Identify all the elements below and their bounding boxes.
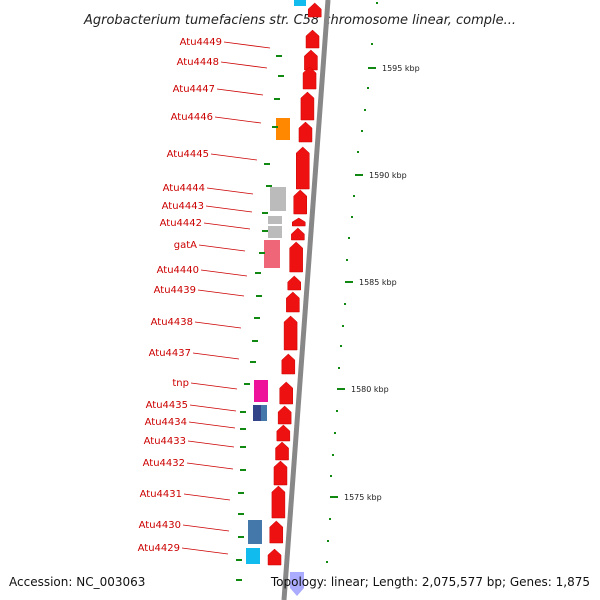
gene-arrow-16: [279, 381, 293, 405]
cyan-feature: [246, 548, 260, 564]
gene-arrow-8: [293, 189, 307, 215]
gene-connector-10: [200, 269, 248, 277]
gray-feature-2: [268, 216, 282, 224]
gray-feature-1: [270, 187, 286, 211]
gene-label-atu4430: Atu4430: [139, 520, 181, 531]
gray-feature-3: [268, 226, 282, 238]
gene-arrow-14: [283, 315, 298, 351]
gene-arrow-17: [277, 405, 292, 425]
minor-tick-group: [236, 55, 284, 581]
gene-connector-5: [210, 153, 258, 161]
gene-arrow-6: [298, 121, 313, 143]
gene-arrow-13: [286, 291, 300, 313]
gene-connector-4: [214, 116, 262, 124]
ruler-label-5: 1575 kbp: [344, 493, 382, 502]
gene-connector-1: [223, 41, 271, 49]
gene-label-atu4437: Atu4437: [149, 348, 191, 359]
ruler: 1595 kbp 1590 kbp 1585 kbp 1580 kbp 1575 kbp: [326, 2, 420, 563]
gene-arrow-11: [289, 241, 303, 273]
gene-arrow-7: [296, 146, 310, 190]
gene-label-atu4443: Atu4443: [162, 201, 204, 212]
gene-connector-17: [187, 440, 235, 448]
gene-label-atu4431: Atu4431: [140, 489, 182, 500]
gene-arrow-9: [292, 217, 306, 227]
gene-label-atu4444: Atu4444: [163, 183, 205, 194]
gene-arrow-18: [276, 424, 291, 442]
ruler-label-4: 1580 kbp: [351, 385, 389, 394]
gene-label-atu4438: Atu4438: [151, 317, 193, 328]
gene-label-tnp: tnp: [172, 378, 189, 389]
gene-label-atu4442: Atu4442: [160, 218, 202, 229]
gene-label-atu4449: Atu4449: [180, 37, 222, 48]
gene-connector-19: [183, 493, 231, 501]
gene-label-atu4447: Atu4447: [173, 84, 215, 95]
gene-connector-14: [190, 382, 238, 390]
blue-marker: [290, 572, 304, 596]
ruler-label-1: 1595 kbp: [382, 64, 420, 73]
gene-connector-12: [194, 321, 242, 329]
gene-arrow-22: [269, 520, 284, 544]
navy-feature: [253, 405, 261, 421]
gene-label-atu4434: Atu4434: [145, 417, 187, 428]
gene-arrow-10: [291, 227, 305, 241]
gene-arrow-12: [287, 275, 301, 291]
gene-arrow-1: [307, 2, 322, 18]
cyan-feature-top: [294, 0, 306, 6]
gene-label-atu4440: Atu4440: [157, 265, 199, 276]
gene-connector-13: [192, 352, 240, 360]
gene-arrow-21: [271, 485, 286, 519]
gene-label-atu4435: Atu4435: [146, 400, 188, 411]
gene-connector-2: [220, 61, 268, 69]
gene-connector-9: [198, 244, 246, 252]
gene-label-atu4446: Atu4446: [171, 112, 213, 123]
gene-connector-20: [182, 524, 230, 532]
gene-label-atu4432: Atu4432: [143, 458, 185, 469]
gene-connector-16: [188, 421, 236, 429]
gene-label-atu4429: Atu4429: [138, 543, 180, 554]
gene-label-gata: gatA: [174, 240, 197, 251]
gene-arrow-4: [302, 66, 317, 90]
gene-arrow-3: [304, 49, 318, 71]
gene-arrow-2: [305, 29, 320, 49]
feature-track: [246, 0, 322, 596]
gene-arrow-20: [273, 460, 288, 486]
gene-connector-3: [216, 88, 264, 96]
gene-arrow-5: [300, 91, 315, 121]
gene-connector-15: [189, 404, 237, 412]
ruler-label-2: 1590 kbp: [369, 171, 407, 180]
chromosome-backbone: [281, 0, 331, 600]
map-title: Agrobacterium tumefaciens str. C58 chrom…: [83, 13, 516, 28]
gene-label-group: Atu4449 Atu4448 Atu4447 Atu4446 Atu4445 Atu44…: [138, 37, 271, 555]
gene-connector-8: [203, 222, 251, 230]
steel-feature: [261, 405, 267, 421]
gene-label-atu4445: Atu4445: [167, 149, 209, 160]
accession-text: Accession: NC_003063: [9, 575, 146, 589]
gene-arrow-23: [267, 548, 282, 566]
gene-connector-7: [205, 205, 253, 213]
pink-feature: [264, 240, 280, 268]
gene-label-atu4439: Atu4439: [154, 285, 196, 296]
genome-summary-text: Topology: linear; Length: 2,075,577 bp; …: [270, 575, 590, 589]
steel-feature-2: [248, 520, 262, 544]
gene-label-atu4433: Atu4433: [144, 436, 186, 447]
gene-arrow-19: [275, 441, 289, 461]
magenta-feature: [254, 380, 268, 402]
gene-connector-6: [206, 187, 254, 195]
orange-feature: [276, 118, 290, 140]
gene-label-atu4448: Atu4448: [177, 57, 219, 68]
gene-connector-11: [197, 289, 245, 297]
gene-connector-21: [181, 547, 229, 555]
ruler-label-3: 1585 kbp: [359, 278, 397, 287]
gene-connector-18: [186, 462, 234, 470]
gene-arrow-15: [281, 353, 296, 375]
